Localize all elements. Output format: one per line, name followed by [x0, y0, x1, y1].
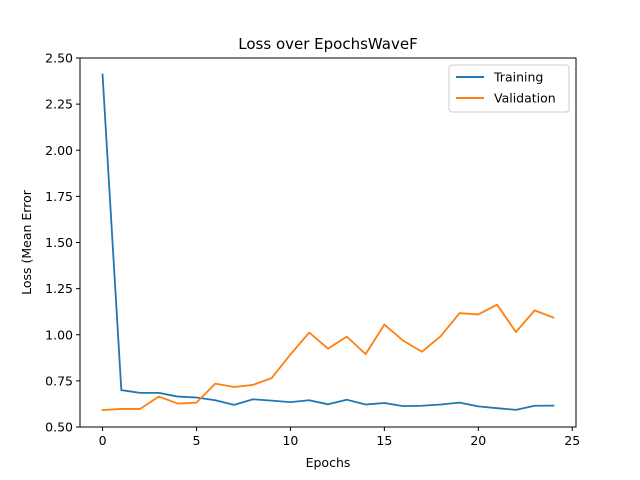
y-tick-label: 2.25: [45, 97, 73, 112]
x-tick-label: 5: [193, 433, 201, 448]
x-axis-ticks: 0 5 10 15 20 25: [99, 427, 580, 448]
y-tick-label: 1.75: [45, 189, 73, 204]
x-tick-label: 20: [470, 433, 486, 448]
y-tick-label: 1.00: [45, 327, 73, 342]
y-axis-label: Loss (Mean Error: [19, 189, 34, 295]
y-tick-label: 1.50: [45, 235, 73, 250]
y-tick-label: 2.50: [45, 51, 73, 66]
legend-label-training: Training: [493, 70, 543, 85]
series-line-validation: [101, 303, 555, 411]
y-tick-label: 2.00: [45, 143, 73, 158]
y-tick-label: 1.25: [45, 281, 73, 296]
series-line-training: [101, 73, 555, 411]
legend: Training Validation: [448, 64, 570, 113]
y-axis-ticks: 0.50 0.75 1.00 1.25 1.50 1.75 2.00 2.25 2.50: [45, 51, 80, 435]
y-tick-label: 0.50: [45, 420, 73, 435]
x-tick-label: 25: [564, 433, 580, 448]
series-layer: [101, 73, 555, 411]
x-axis-label: Epochs: [306, 455, 351, 470]
x-tick-label: 10: [282, 433, 298, 448]
legend-label-validation: Validation: [494, 91, 556, 106]
plot-frame: [79, 57, 577, 428]
x-tick-label: 0: [99, 433, 107, 448]
chart-title: Loss over EpochsWaveF: [238, 35, 417, 53]
x-tick-label: 15: [376, 433, 392, 448]
y-tick-label: 0.75: [45, 373, 73, 388]
